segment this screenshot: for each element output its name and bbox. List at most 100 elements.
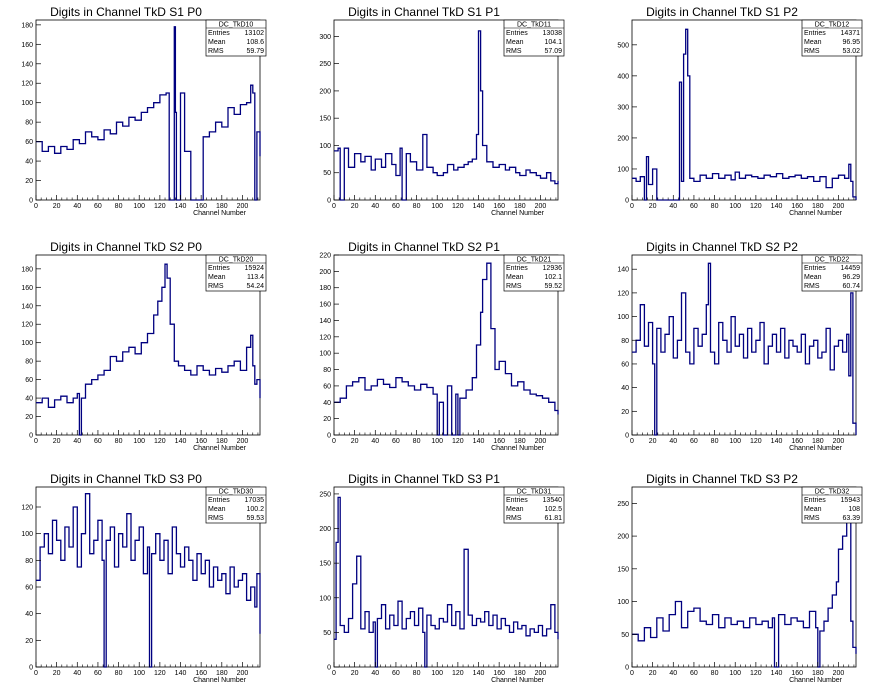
x-axis-label: Channel Number (193, 210, 247, 217)
x-tick-label: 160 (791, 203, 803, 210)
chart-title: Digits in Channel TkD S3 P1 (348, 472, 500, 486)
y-tick-label: 50 (323, 170, 331, 177)
chart-title: Digits in Channel TkD S3 P0 (50, 472, 202, 486)
y-tick-label: 100 (617, 166, 629, 173)
y-tick-label: 160 (21, 42, 33, 49)
stats-entries-label: Entries (506, 265, 528, 272)
x-tick-label: 160 (195, 438, 207, 445)
y-tick-label: 100 (319, 595, 331, 602)
y-tick-label: 300 (617, 104, 629, 111)
histogram-series (334, 496, 559, 668)
x-tick-label: 0 (630, 438, 634, 445)
stats-mean-value: 108 (848, 506, 860, 513)
y-tick-label: 20 (621, 409, 629, 416)
y-tick-label: 50 (621, 632, 629, 639)
y-tick-label: 20 (25, 638, 33, 645)
chart-title: Digits in Channel TkD S1 P2 (646, 5, 798, 19)
x-tick-label: 200 (535, 203, 547, 210)
stats-mean-label: Mean (506, 274, 524, 281)
stats-name: DC_TkD10 (219, 22, 254, 29)
x-tick-label: 180 (514, 670, 526, 677)
histogram-panel: Digits in Channel TkD S2 P1 0 20 40 60 80 100 1… (319, 240, 565, 452)
x-tick-label: 160 (791, 438, 803, 445)
y-tick-label: 180 (319, 285, 331, 292)
y-tick-label: 80 (25, 359, 33, 366)
y-tick-label: 0 (29, 665, 33, 672)
stats-entries-label: Entries (208, 30, 230, 37)
x-tick-label: 80 (115, 438, 123, 445)
x-axis-label: Channel Number (789, 445, 843, 452)
x-tick-label: 100 (133, 670, 145, 677)
x-tick-label: 20 (351, 438, 359, 445)
x-tick-label: 180 (812, 438, 824, 445)
x-tick-label: 80 (413, 670, 421, 677)
stats-mean-label: Mean (804, 506, 822, 513)
x-tick-label: 140 (771, 438, 783, 445)
y-tick-label: 100 (617, 599, 629, 606)
stats-entries-label: Entries (208, 497, 230, 504)
y-tick-label: 80 (25, 558, 33, 565)
stats-rms-label: RMS (208, 283, 224, 290)
stats-rms-label: RMS (804, 48, 820, 55)
histogram-series (334, 262, 559, 436)
y-tick-label: 250 (617, 501, 629, 508)
x-tick-label: 100 (729, 438, 741, 445)
histogram-panel: Digits in Channel TkD S3 P2 0 20 40 60 80 100 1… (617, 472, 863, 684)
y-tick-label: 100 (21, 100, 33, 107)
x-tick-label: 200 (833, 203, 845, 210)
x-tick-label: 120 (750, 670, 762, 677)
x-tick-label: 40 (669, 203, 677, 210)
histogram-panel: Digits in Channel TkD S1 P1 0 20 40 60 80 100 1… (319, 5, 565, 217)
stats-entries-value: 12936 (543, 265, 563, 272)
x-tick-label: 200 (833, 438, 845, 445)
stats-name: DC_TkD30 (219, 489, 254, 496)
x-tick-label: 140 (175, 203, 187, 210)
y-tick-label: 60 (25, 585, 33, 592)
stats-mean-value: 96.95 (842, 39, 860, 46)
chart-title: Digits in Channel TkD S2 P2 (646, 240, 798, 254)
x-tick-label: 160 (791, 670, 803, 677)
y-tick-label: 180 (21, 266, 33, 273)
y-tick-label: 140 (21, 61, 33, 68)
x-tick-label: 20 (649, 670, 657, 677)
plot-frame (631, 19, 857, 201)
y-tick-label: 160 (319, 302, 331, 309)
x-tick-label: 40 (73, 670, 81, 677)
x-tick-label: 100 (133, 438, 145, 445)
x-tick-label: 60 (392, 438, 400, 445)
x-tick-label: 80 (413, 438, 421, 445)
stats-mean-label: Mean (804, 274, 822, 281)
y-tick-label: 80 (25, 120, 33, 127)
x-axis-label: Channel Number (789, 677, 843, 684)
stats-box (801, 254, 863, 292)
y-tick-label: 500 (617, 42, 629, 49)
x-tick-label: 80 (711, 438, 719, 445)
stats-rms-value: 59.52 (544, 283, 562, 290)
histogram-panel: Digits in Channel TkD S1 P0 0 20 40 60 80 100 1… (21, 5, 267, 217)
y-tick-label: 200 (617, 135, 629, 142)
y-tick-label: 250 (319, 61, 331, 68)
x-tick-label: 100 (431, 203, 443, 210)
histogram-panel: Digits in Channel TkD S2 P2 0 20 40 60 80 100 1… (617, 240, 863, 452)
stats-rms-label: RMS (804, 515, 820, 522)
histogram-series (334, 30, 559, 201)
x-tick-label: 140 (473, 438, 485, 445)
stats-box (205, 486, 267, 524)
x-tick-label: 120 (154, 438, 166, 445)
plot-frame (35, 19, 261, 201)
x-axis-label: Channel Number (491, 210, 545, 217)
x-tick-label: 0 (34, 438, 38, 445)
y-tick-label: 0 (327, 665, 331, 672)
x-tick-label: 40 (73, 203, 81, 210)
stats-name: DC_TkD22 (815, 257, 850, 264)
y-tick-label: 150 (319, 116, 331, 123)
x-tick-label: 80 (711, 203, 719, 210)
stats-rms-label: RMS (506, 283, 522, 290)
stats-entries-value: 14371 (841, 30, 861, 37)
stats-rms-label: RMS (208, 515, 224, 522)
x-tick-label: 140 (175, 438, 187, 445)
x-tick-label: 120 (452, 438, 464, 445)
plot-frame (333, 486, 559, 668)
stats-entries-value: 13102 (245, 30, 265, 37)
